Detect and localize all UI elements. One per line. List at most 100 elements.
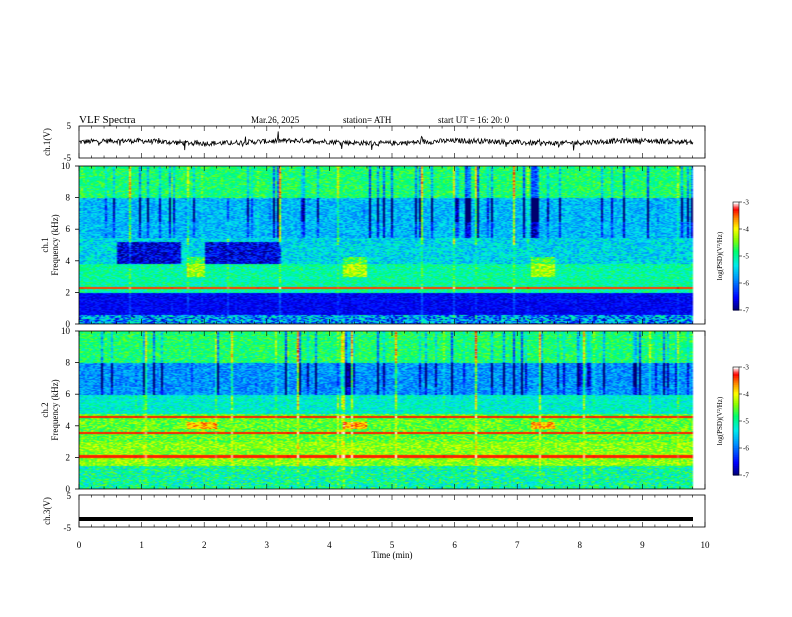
ch3-waveform-line [79, 517, 693, 521]
ch2-colorbar-segment [733, 385, 739, 388]
ch1-spectrogram-ylabel-channel: ch.1 [40, 237, 50, 252]
ch2-colorbar-segment [733, 383, 739, 386]
ch1-spectrogram-ylabel-frequency: Frequency (kHz) [50, 214, 60, 275]
ch1-colorbar-segment [733, 299, 739, 302]
ch2-colorbar-segment [733, 395, 739, 399]
time-tick-label: 7 [515, 540, 520, 550]
ch2-spectrogram-panel: 0 2 4 6 8 10 ch.2 Frequency (kHz) -3 -4 -5 -6 -7 l… [40, 326, 749, 494]
ch1-frequency-ticks: 0 2 4 6 8 10 [61, 161, 79, 329]
ch3-ylabel: ch.3(V) [42, 497, 52, 525]
ch1-colorbar-segment [733, 272, 739, 275]
ch2-colorbar-segment [733, 473, 739, 476]
ch1-colorbar-segment [733, 223, 739, 226]
ch1-colorbar-segment [733, 261, 739, 264]
ch1-colorbar-segment [733, 227, 739, 230]
ch1-freq-ytick-label: 10 [61, 161, 71, 171]
ch3-waveform-panel: 5 -5 ch.3(V) [42, 491, 706, 533]
ch2-colorbar-segment [733, 376, 739, 379]
ch1-spectrogram-image [79, 166, 705, 324]
time-tick-label: 2 [202, 540, 207, 550]
ch1-colorbar-segment [733, 207, 739, 210]
ch2-colorbar-tick-label: -6 [743, 445, 749, 453]
ch2-colorbar-segment [733, 408, 739, 411]
ch1-colorbar-segment [733, 283, 739, 286]
ch2-colorbar-segment [733, 471, 739, 474]
ch2-colorbar-segment [733, 419, 739, 422]
ch1-colorbar-segment [733, 214, 739, 217]
ch1-waveform-frame [78, 125, 706, 159]
ch1-colorbar-tick-label: -4 [743, 226, 749, 234]
ch2-colorbar-segment [733, 422, 739, 426]
ch2-freq-ytick-label: 0 [66, 484, 71, 494]
ch2-colorbar-segment [733, 442, 739, 445]
ch1-colorbar-segment [733, 229, 739, 232]
ch2-colorbar-segment [733, 428, 739, 431]
ch2-colorbar-segment [733, 406, 739, 409]
ch2-colorbar-tick-label: -3 [743, 364, 749, 372]
ch1-colorbar-segment [733, 286, 739, 289]
ch1-colorbar-segment [733, 275, 739, 279]
ch2-spectrogram-ylabel-frequency: Frequency (kHz) [50, 379, 60, 440]
ch1-colorbar-segment [733, 218, 739, 221]
ch2-colorbar-segment [733, 435, 739, 438]
ch2-freq-ytick-label: 2 [66, 452, 71, 462]
time-axis-ticks: 0 1 2 3 4 5 6 7 8 9 10 [77, 126, 710, 550]
ch2-colorbar-segment [733, 439, 739, 442]
ch2-colorbar-segment [733, 394, 739, 397]
ch1-colorbar-segment [733, 257, 739, 261]
ch2-colorbar-segment [733, 370, 739, 373]
ch1-colorbar-segment [733, 243, 739, 246]
ch2-colorbar-segment [733, 455, 739, 458]
ch1-colorbar-segment [733, 203, 739, 207]
ch1-colorbar-segment [733, 270, 739, 273]
ch2-colorbar-segment [733, 390, 739, 393]
ch1-colorbar-segment [733, 292, 739, 295]
ch1-waveform-line [78, 131, 694, 151]
ch2-colorbar-tick-label: -5 [743, 418, 749, 426]
ch1-colorbar-segment [733, 211, 739, 214]
ch2-colorbar-segment [733, 446, 739, 449]
ch2-frequency-ticks: 0 2 4 6 8 10 [61, 326, 79, 494]
ch1-freq-ytick-label: 6 [66, 224, 71, 234]
ch2-colorbar-segment [733, 453, 739, 456]
ch1-colorbar-segment [733, 274, 739, 277]
ch1-colorbar-segment [733, 290, 739, 293]
ch2-spectrogram-image [79, 331, 705, 489]
ch1-colorbar-segment [733, 232, 739, 235]
ch2-colorbar-segment [733, 451, 739, 454]
ch2-colorbar-segment [733, 462, 739, 465]
ch1-colorbar-segment [733, 263, 739, 266]
ch1-colorbar-segment [733, 301, 739, 304]
ch2-freq-ytick-label: 8 [66, 358, 71, 368]
ch1-ytick-5: 5 [67, 121, 72, 131]
ch1-freq-ytick-label: 2 [66, 287, 71, 297]
ch2-colorbar-segment [733, 437, 739, 440]
ch1-colorbar-segment [733, 202, 739, 205]
ch2-colorbar-segment [733, 397, 739, 400]
ch1-colorbar-segment [733, 245, 739, 248]
ch2-colorbar-segment [733, 424, 739, 427]
ch2-colorbar-segment [733, 403, 739, 406]
ch1-colorbar-segment [733, 295, 739, 298]
ch1-colorbar: -3 -4 -5 -6 -7 log(PSD)(V²/Hz) [716, 199, 749, 315]
ch2-colorbar-segment [733, 440, 739, 444]
ch1-colorbar-segment [733, 297, 739, 300]
time-tick-label: 5 [390, 540, 395, 550]
ch1-colorbar-segment [733, 304, 739, 307]
ch2-colorbar-segment [733, 449, 739, 453]
ch1-colorbar-segment [733, 250, 739, 253]
time-tick-label: 1 [139, 540, 144, 550]
ch1-colorbar-segment [733, 205, 739, 208]
time-tick-label: 4 [327, 540, 332, 550]
ch1-colorbar-segment [733, 252, 739, 255]
ch2-colorbar-segment [733, 377, 739, 381]
ch2-freq-ytick-label: 4 [66, 421, 71, 431]
ch1-freq-ytick-label: 0 [66, 319, 71, 329]
ch2-colorbar-segment [733, 413, 739, 417]
ch1-waveform-panel: 5 -5 ch.1(V) [42, 121, 706, 163]
ch1-colorbar-segment [733, 212, 739, 216]
ch2-colorbar-segment [733, 421, 739, 424]
ch1-colorbar-segment [733, 302, 739, 306]
ch2-colorbar-segment [733, 374, 739, 377]
